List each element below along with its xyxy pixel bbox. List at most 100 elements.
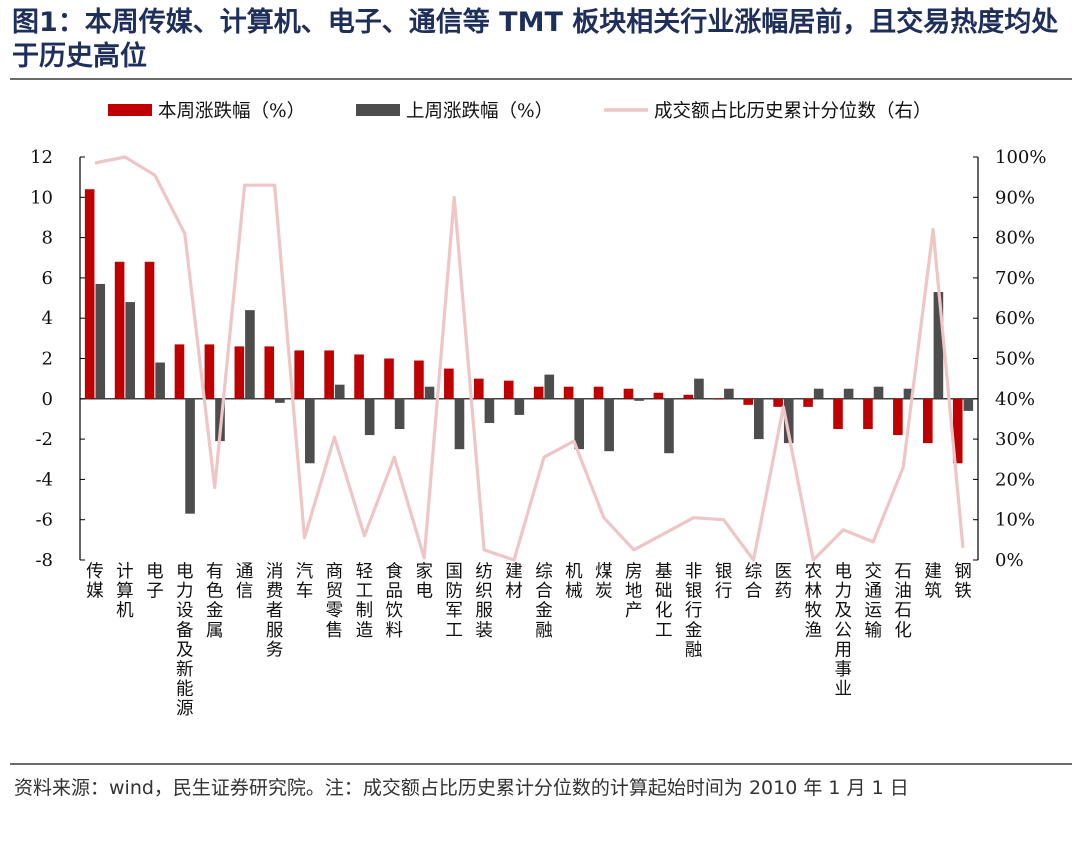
this-week-bar xyxy=(533,386,544,399)
last-week-bar xyxy=(155,362,165,399)
last-week-bar xyxy=(454,398,465,450)
this-week-bar xyxy=(743,398,753,405)
category-label: 有色金属 xyxy=(206,562,224,641)
this-week-bar xyxy=(144,261,155,399)
source-divider xyxy=(10,763,1072,765)
this-week-bar xyxy=(833,398,843,430)
last-week-bar xyxy=(963,398,974,411)
last-week-bar xyxy=(843,388,854,399)
this-week-bar xyxy=(952,398,963,464)
right-tick-label: 50% xyxy=(995,349,1035,370)
last-week-bar xyxy=(514,398,525,415)
last-week-bar xyxy=(664,398,674,454)
last-week-bar xyxy=(903,388,914,399)
last-week-bar xyxy=(724,388,734,399)
last-week-bar xyxy=(364,398,375,436)
category-label: 基础化工 xyxy=(655,562,673,641)
category-label: 商贸零售 xyxy=(326,562,344,641)
this-week-bar xyxy=(174,344,185,399)
left-tick-label: -8 xyxy=(35,550,53,571)
last-week-bar xyxy=(783,398,794,444)
title-divider xyxy=(10,78,1072,80)
this-week-bar xyxy=(234,346,245,399)
source-note: 资料来源：wind，民生证券研究院。注：成交额占比历史累计分位数的计算起始时间为… xyxy=(14,777,909,799)
right-tick-label: 60% xyxy=(995,308,1035,329)
right-tick-label: 80% xyxy=(995,228,1035,249)
this-week-bar xyxy=(893,398,903,436)
right-tick-label: 10% xyxy=(995,510,1035,531)
category-label: 食品饮料 xyxy=(386,562,404,641)
category-label: 综合 xyxy=(745,562,763,602)
right-tick-label: 30% xyxy=(995,429,1035,450)
last-week-bar xyxy=(305,398,315,464)
left-axis: 12 10 8 6 4 2 0 -2 -4 -6 -8 xyxy=(30,147,978,571)
category-label: 医药 xyxy=(775,562,793,602)
x-axis-labels: 传媒计算机电子电力设备及新能源有色金属通信消费者服务汽车商贸零售轻工制造食品饮料… xyxy=(86,562,972,719)
category-label: 综合金融 xyxy=(535,562,553,641)
legend-percentile: 成交额占比历史累计分位数（右） xyxy=(604,101,932,122)
left-tick-label: 10 xyxy=(30,187,53,208)
last-week-bar xyxy=(574,398,584,450)
last-week-bar xyxy=(604,398,614,452)
right-tick-label: 70% xyxy=(995,268,1035,289)
legend-label: 上周涨跌幅（%） xyxy=(406,101,553,122)
category-label: 交通运输 xyxy=(864,562,882,641)
left-tick-label: 8 xyxy=(42,228,53,249)
category-label: 电力设备及新能源 xyxy=(176,562,194,719)
this-week-bar xyxy=(384,358,394,399)
this-week-bar xyxy=(773,398,783,407)
last-week-bar xyxy=(394,398,405,430)
category-label: 电力及公用事业 xyxy=(835,562,853,700)
this-week-bar xyxy=(623,388,634,399)
this-week-bar xyxy=(863,398,873,430)
left-tick-label: 4 xyxy=(42,308,53,329)
this-week-bar xyxy=(713,398,724,400)
right-tick-label: 40% xyxy=(995,389,1035,410)
this-week-bar xyxy=(803,398,813,407)
this-week-bar xyxy=(204,344,215,399)
category-label: 计算机 xyxy=(116,562,134,621)
last-week-bar xyxy=(125,302,135,399)
last-week-bar xyxy=(754,398,764,440)
last-week-bar xyxy=(634,398,644,401)
left-tick-label: 6 xyxy=(42,268,53,289)
category-label: 农林牧渔 xyxy=(805,562,823,641)
category-label: 传媒 xyxy=(86,562,104,602)
legend-swatch xyxy=(108,104,152,116)
category-label: 通信 xyxy=(236,562,254,602)
category-label: 轻工制造 xyxy=(356,562,374,641)
legend-swatch xyxy=(356,104,400,116)
category-label: 建筑 xyxy=(924,562,942,602)
chart-title: 图1：本周传媒、计算机、电子、通信等 TMT 板块相关行业涨幅居前，且交易热度均… xyxy=(12,7,1059,72)
right-tick-label: 20% xyxy=(995,469,1035,490)
category-label: 机械 xyxy=(565,562,583,602)
this-week-bar xyxy=(444,368,454,399)
this-week-bar xyxy=(294,350,304,399)
this-week-bar xyxy=(683,394,694,399)
last-week-bar xyxy=(275,398,285,403)
last-week-bar xyxy=(185,398,195,514)
this-week-bar xyxy=(563,386,574,399)
this-week-bar xyxy=(503,380,514,399)
this-week-bar xyxy=(474,378,484,399)
legend: 本周涨跌幅（%） 上周涨跌幅（%） 成交额占比历史累计分位数（右） xyxy=(108,101,932,122)
this-week-bar xyxy=(324,350,334,399)
bars xyxy=(84,189,974,514)
category-label: 建材 xyxy=(505,562,523,602)
category-label: 石油石化 xyxy=(894,562,912,641)
last-week-bar xyxy=(95,283,106,399)
last-week-bar xyxy=(245,310,255,399)
category-label: 国防军工 xyxy=(445,562,463,641)
last-week-bar xyxy=(694,378,704,399)
right-tick-label: 90% xyxy=(995,187,1035,208)
this-week-bar xyxy=(923,398,933,444)
category-label: 家电 xyxy=(415,562,433,602)
right-axis: 100% 90% 80% 70% 60% 50% 40% 30% 20% 10% 0% xyxy=(973,147,1046,571)
legend-last-week: 上周涨跌幅（%） xyxy=(356,101,553,122)
right-tick-label: 100% xyxy=(995,147,1046,168)
last-week-bar xyxy=(544,374,555,399)
left-tick-label: -2 xyxy=(35,429,53,450)
category-label: 非银行金融 xyxy=(685,562,703,660)
category-label: 纺织服装 xyxy=(475,562,493,641)
